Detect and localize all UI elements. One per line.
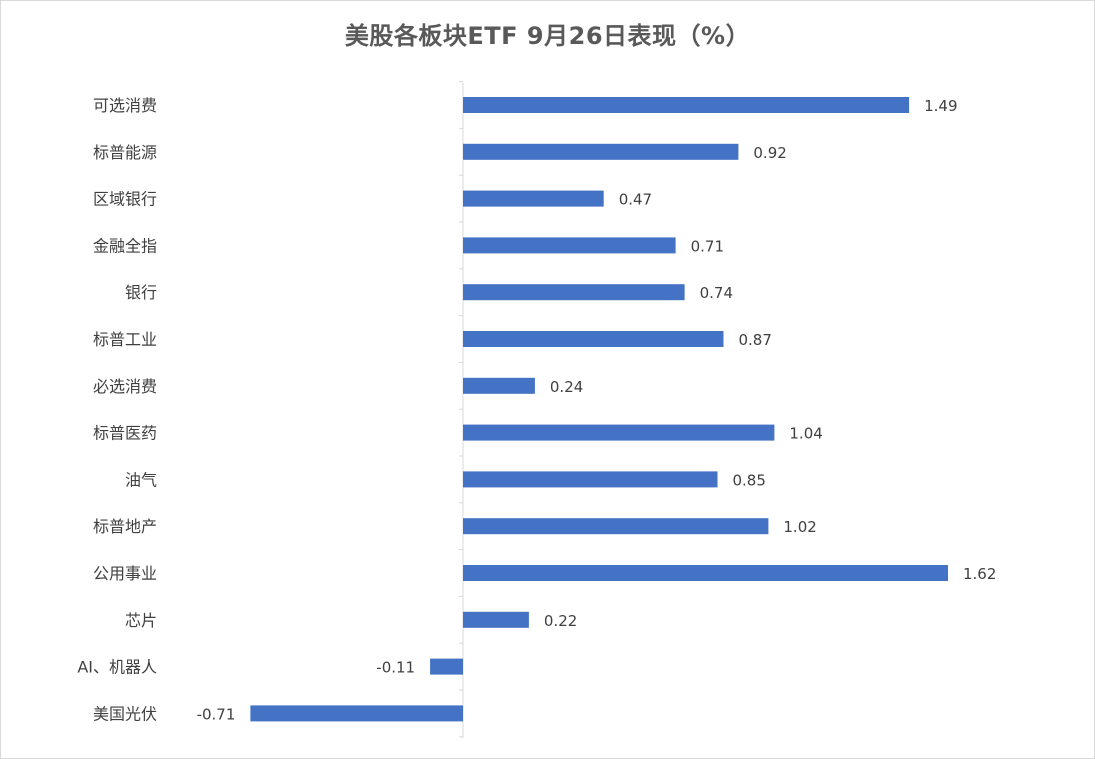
bar (463, 377, 535, 394)
bar (463, 143, 739, 160)
category-label: 油气 (125, 470, 157, 489)
category-label: 金融全指 (93, 236, 157, 255)
data-label: 0.74 (700, 284, 733, 302)
data-label: 1.02 (783, 518, 816, 536)
category-label: 芯片 (125, 611, 157, 630)
bar (463, 611, 529, 628)
category-label: 标普工业 (93, 330, 157, 349)
bar (430, 658, 463, 675)
data-label: 0.22 (544, 612, 577, 630)
bar (463, 518, 769, 535)
category-label: 公用事业 (93, 564, 157, 583)
data-label: -0.71 (197, 705, 236, 723)
data-label: 1.62 (963, 565, 996, 583)
category-label: 银行 (125, 283, 157, 302)
bar (463, 190, 604, 207)
chart-title: 美股各板块ETF 9月26日表现（%） (344, 22, 751, 50)
data-label: 1.49 (924, 97, 957, 115)
category-label: AI、机器人 (77, 658, 157, 677)
data-label: 0.24 (550, 378, 583, 396)
category-label: 美国光伏 (93, 704, 157, 723)
bar (463, 237, 676, 254)
bar (463, 471, 718, 488)
category-label: 标普医药 (93, 424, 157, 443)
category-label: 可选消费 (93, 96, 157, 115)
data-label: 1.04 (789, 425, 822, 443)
category-label: 标普能源 (93, 143, 157, 162)
data-label: 0.92 (753, 144, 786, 162)
bar (463, 97, 910, 113)
data-label: 0.71 (691, 237, 724, 255)
category-label: 区域银行 (93, 190, 157, 209)
data-label: 0.87 (739, 331, 772, 349)
bar (463, 565, 948, 581)
data-label: 0.47 (619, 191, 652, 209)
category-label: 标普地产 (93, 517, 157, 536)
bar (463, 331, 724, 347)
data-label: 0.85 (733, 471, 766, 489)
category-label: 必选消费 (93, 377, 157, 396)
bar (250, 705, 463, 722)
data-label: -0.11 (376, 659, 415, 677)
bar (463, 424, 775, 441)
bar (463, 284, 685, 301)
